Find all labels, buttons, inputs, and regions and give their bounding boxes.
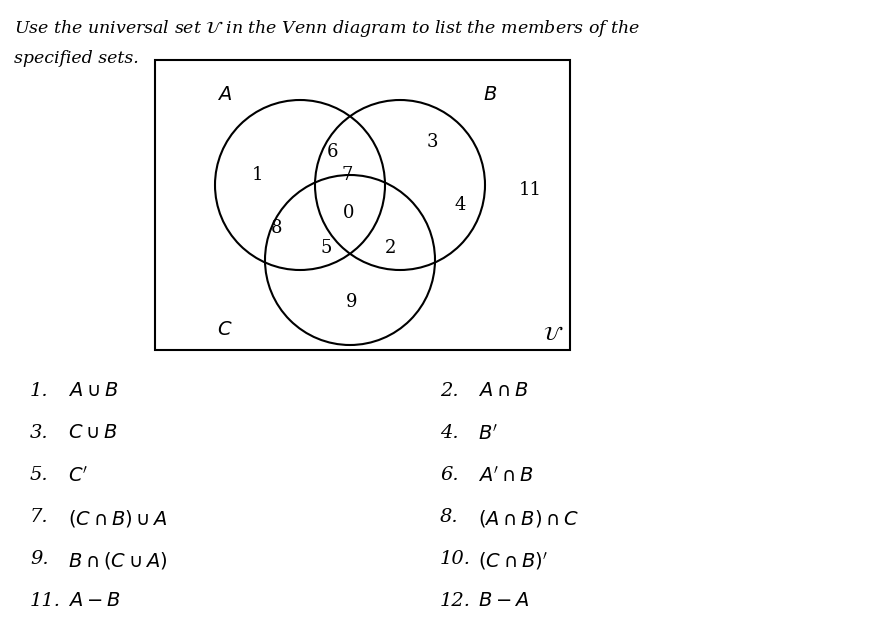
Text: $A\cup B$: $A\cup B$ [68, 382, 119, 400]
Text: 6: 6 [327, 143, 338, 161]
Text: 2.: 2. [439, 382, 458, 400]
Text: 4: 4 [454, 196, 465, 214]
Text: 0: 0 [343, 204, 354, 222]
Text: $A\cap B$: $A\cap B$ [478, 382, 528, 400]
Text: $A$: $A$ [217, 86, 232, 104]
Text: 11.: 11. [30, 592, 61, 610]
Text: 9.: 9. [30, 550, 49, 568]
Text: 4.: 4. [439, 424, 458, 442]
Text: $B'$: $B'$ [478, 424, 498, 444]
Text: 3.: 3. [30, 424, 49, 442]
Text: 6.: 6. [439, 466, 458, 484]
Text: 8: 8 [270, 219, 282, 237]
Text: 1: 1 [252, 166, 263, 184]
Text: $(C\cap B)'$: $(C\cap B)'$ [478, 550, 548, 572]
Text: 12.: 12. [439, 592, 470, 610]
Text: $C'$: $C'$ [68, 466, 89, 486]
Text: 2: 2 [384, 239, 395, 257]
Text: 11: 11 [518, 181, 540, 199]
Text: $A'\cap B$: $A'\cap B$ [478, 466, 533, 486]
Text: $C$: $C$ [217, 321, 232, 339]
Text: 7: 7 [341, 166, 353, 184]
Text: $(C\cap B)\cup A$: $(C\cap B)\cup A$ [68, 508, 167, 529]
Text: $B - A$: $B - A$ [478, 592, 529, 610]
Text: Use the universal set $\mathcal{U}$ in the Venn diagram to list the members of t: Use the universal set $\mathcal{U}$ in t… [14, 18, 640, 39]
Text: $(A\cap B)\cap C$: $(A\cap B)\cap C$ [478, 508, 579, 529]
Text: 8.: 8. [439, 508, 458, 526]
Text: 9: 9 [346, 293, 357, 311]
Text: 5.: 5. [30, 466, 49, 484]
Text: $A - B$: $A - B$ [68, 592, 120, 610]
Text: 1.: 1. [30, 382, 49, 400]
Bar [155, 60, 570, 350]
Text: 3: 3 [426, 133, 438, 151]
Text: $B\cap(C\cup A)$: $B\cap(C\cup A)$ [68, 550, 167, 571]
Text: 7.: 7. [30, 508, 49, 526]
Text: $\mathcal{U}$: $\mathcal{U}$ [542, 326, 563, 344]
Text: 10.: 10. [439, 550, 470, 568]
Text: $C\cup B$: $C\cup B$ [68, 424, 118, 442]
Text: 5: 5 [320, 239, 331, 257]
Text: specified sets.: specified sets. [14, 50, 138, 67]
Text: $B$: $B$ [482, 86, 496, 104]
